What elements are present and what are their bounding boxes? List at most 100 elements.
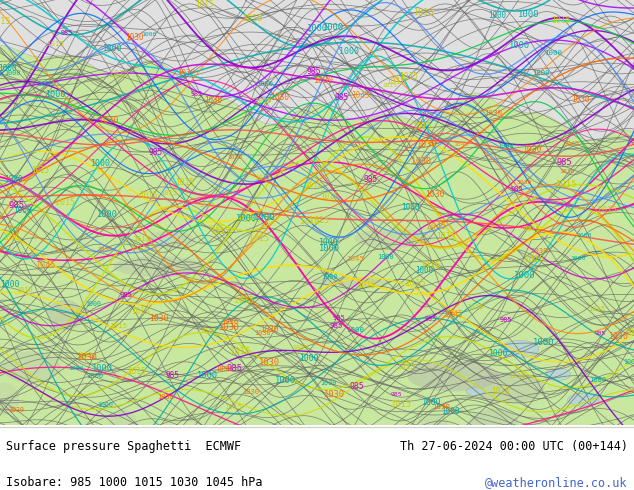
Text: 985: 985 xyxy=(330,323,343,329)
Text: 1015: 1015 xyxy=(249,234,269,243)
Text: 985: 985 xyxy=(148,148,163,157)
Text: 1000: 1000 xyxy=(415,267,433,275)
Text: 1015: 1015 xyxy=(3,233,20,243)
Ellipse shape xyxy=(146,231,195,249)
Text: 1000: 1000 xyxy=(533,338,554,347)
Text: 1000: 1000 xyxy=(589,377,606,383)
Text: 1015: 1015 xyxy=(131,307,150,316)
Text: 1015: 1015 xyxy=(292,345,307,351)
Text: 1015: 1015 xyxy=(523,226,540,232)
Text: 1030: 1030 xyxy=(219,323,240,332)
Text: 1000: 1000 xyxy=(377,254,394,260)
Text: 1000: 1000 xyxy=(441,407,460,416)
Text: 985: 985 xyxy=(334,93,348,102)
Text: 1015: 1015 xyxy=(243,215,261,224)
Text: 1000: 1000 xyxy=(307,24,328,33)
Text: 985: 985 xyxy=(61,30,73,36)
Text: 1030: 1030 xyxy=(98,247,113,252)
Text: 985: 985 xyxy=(166,371,180,380)
Text: 1030: 1030 xyxy=(204,96,222,105)
Text: 1015: 1015 xyxy=(198,202,215,208)
Text: 1015: 1015 xyxy=(467,304,484,310)
Text: 1030: 1030 xyxy=(178,70,195,75)
Text: 1015: 1015 xyxy=(305,182,321,188)
Text: 1000: 1000 xyxy=(141,32,157,37)
Text: 1015: 1015 xyxy=(551,17,571,25)
Text: 985: 985 xyxy=(557,158,573,167)
Text: 1015: 1015 xyxy=(160,190,178,196)
Text: 1030: 1030 xyxy=(411,157,430,166)
Text: 1000: 1000 xyxy=(571,256,586,261)
Text: 1015: 1015 xyxy=(597,206,618,215)
Text: 985: 985 xyxy=(332,315,346,320)
Text: 1015: 1015 xyxy=(254,175,272,181)
Text: 1000: 1000 xyxy=(97,210,118,219)
Text: 1000: 1000 xyxy=(256,81,273,87)
Text: 1000: 1000 xyxy=(496,143,513,148)
Text: 1000: 1000 xyxy=(623,359,634,366)
Text: 1000: 1000 xyxy=(517,10,539,19)
Text: 1030: 1030 xyxy=(98,116,119,125)
Text: 1015: 1015 xyxy=(524,255,545,264)
Text: 1030: 1030 xyxy=(523,145,543,154)
Text: 1000: 1000 xyxy=(323,24,344,32)
Text: 1030: 1030 xyxy=(560,169,575,174)
Ellipse shape xyxy=(113,256,204,277)
Text: 1000: 1000 xyxy=(320,244,340,253)
Text: 985: 985 xyxy=(349,382,364,391)
Text: Isobare: 985 1000 1015 1030 1045 hPa: Isobare: 985 1000 1015 1030 1045 hPa xyxy=(6,476,263,489)
Text: 1030: 1030 xyxy=(314,76,334,85)
Text: 1030: 1030 xyxy=(259,359,280,368)
Text: 1015: 1015 xyxy=(16,287,32,293)
Text: Th 27-06-2024 00:00 UTC (00+144): Th 27-06-2024 00:00 UTC (00+144) xyxy=(399,440,628,453)
Text: 1045: 1045 xyxy=(564,141,579,147)
Text: 1015: 1015 xyxy=(133,236,150,242)
Text: 985: 985 xyxy=(120,292,133,298)
Ellipse shape xyxy=(469,409,518,439)
Text: 1015: 1015 xyxy=(131,245,147,251)
Text: 1030: 1030 xyxy=(432,404,450,410)
Text: 1015: 1015 xyxy=(491,387,510,396)
Text: 1030: 1030 xyxy=(149,314,169,323)
Text: 1000: 1000 xyxy=(533,70,550,76)
Text: 1030: 1030 xyxy=(531,248,548,254)
Text: @weatheronline.co.uk: @weatheronline.co.uk xyxy=(485,476,628,489)
Text: 1030: 1030 xyxy=(9,407,25,413)
Text: 1030: 1030 xyxy=(221,319,238,325)
Ellipse shape xyxy=(47,299,83,330)
Text: 1000: 1000 xyxy=(91,364,113,373)
Text: 1000: 1000 xyxy=(0,280,20,289)
Text: 1000: 1000 xyxy=(37,81,53,87)
Text: 1000: 1000 xyxy=(346,327,364,333)
Text: 1015: 1015 xyxy=(383,83,398,88)
Text: 1015: 1015 xyxy=(242,14,262,24)
Text: 985: 985 xyxy=(306,67,321,76)
Text: 1030: 1030 xyxy=(157,393,174,400)
Text: 1030: 1030 xyxy=(609,332,629,341)
Text: 1045: 1045 xyxy=(346,256,365,262)
Text: 1015: 1015 xyxy=(200,328,216,334)
Ellipse shape xyxy=(466,387,485,395)
Text: 1000: 1000 xyxy=(321,380,337,387)
Text: 1015: 1015 xyxy=(405,279,427,288)
Text: 1015: 1015 xyxy=(626,328,634,334)
Text: 1000: 1000 xyxy=(86,301,101,307)
Text: 1030: 1030 xyxy=(254,330,271,336)
Text: 1000: 1000 xyxy=(489,11,507,21)
Text: 985: 985 xyxy=(364,175,378,184)
Text: 1000: 1000 xyxy=(299,354,319,363)
Text: 1015: 1015 xyxy=(46,42,65,48)
Text: 1000: 1000 xyxy=(91,159,111,168)
Text: 1000: 1000 xyxy=(4,70,20,75)
Ellipse shape xyxy=(545,368,571,381)
Text: 1000: 1000 xyxy=(236,214,257,223)
Text: 1015: 1015 xyxy=(230,346,252,356)
Text: 1015: 1015 xyxy=(55,198,75,207)
Text: 1015: 1015 xyxy=(175,178,194,187)
Text: 985: 985 xyxy=(227,364,243,373)
Text: 1015: 1015 xyxy=(299,217,319,226)
Text: 1015: 1015 xyxy=(391,400,412,409)
Text: 1015: 1015 xyxy=(254,98,271,103)
Ellipse shape xyxy=(110,410,137,437)
Text: 1030: 1030 xyxy=(125,33,143,42)
